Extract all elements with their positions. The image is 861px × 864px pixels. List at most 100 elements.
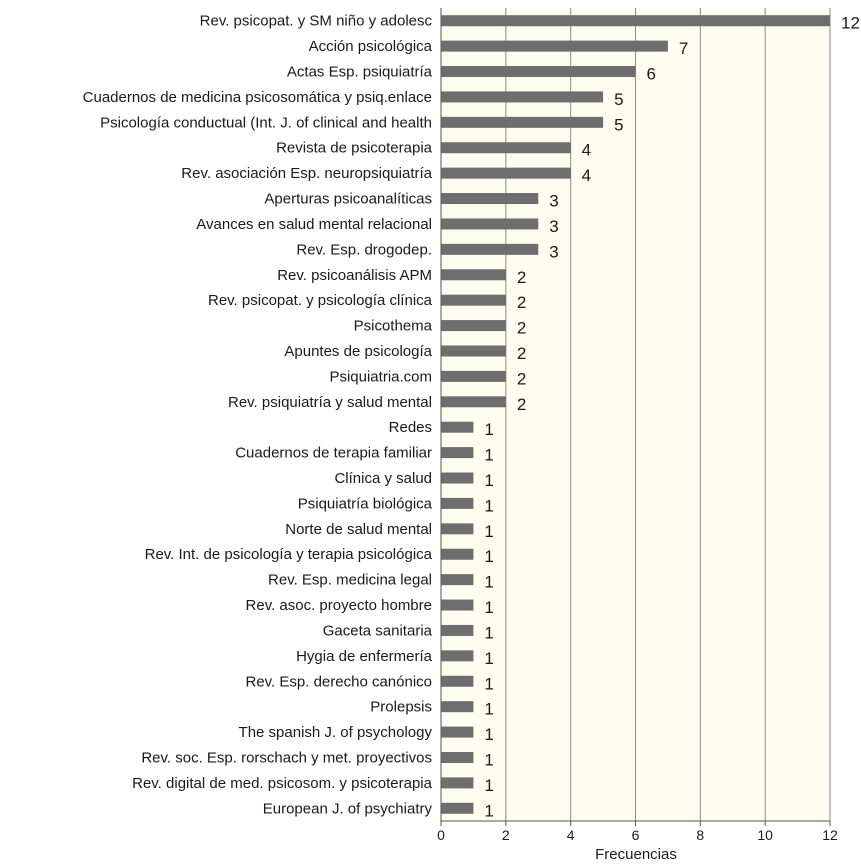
category-label: Rev. digital de med. psicosom. y psicote… (132, 775, 433, 792)
value-label: 5 (614, 115, 623, 134)
value-label: 4 (582, 166, 591, 185)
value-label: 3 (549, 242, 558, 261)
bar (441, 447, 474, 459)
bar (441, 675, 474, 687)
category-label: Gaceta sanitaria (323, 622, 433, 639)
x-tick-label: 8 (696, 827, 704, 843)
bar (441, 599, 474, 611)
bar (441, 345, 506, 357)
category-label: Rev. Esp. derecho canónico (246, 673, 433, 690)
bar (441, 294, 506, 306)
value-label: 2 (517, 293, 526, 312)
bar (441, 40, 668, 52)
value-label: 4 (582, 141, 591, 160)
category-label: Rev. Esp. drogodep. (296, 241, 432, 258)
value-label: 7 (679, 39, 688, 58)
value-label: 1 (484, 573, 493, 592)
category-label: Rev. psicopat. y psicología clínica (208, 292, 433, 309)
category-labels: Rev. psicopat. y SM niño y adolesc Acción… (83, 13, 433, 818)
category-label: Apuntes de psicología (284, 343, 432, 360)
bar (441, 396, 506, 408)
value-label: 1 (484, 649, 493, 668)
bar (441, 66, 636, 78)
category-label: Acción psicológica (309, 38, 433, 55)
value-label: 1 (484, 598, 493, 617)
bar (441, 472, 474, 484)
value-labels: 12 7 6 5 5 4 4 3 3 3 2 2 2 2 2 2 1 1 1 1 1 1 1 1 1 1 1 1 1 1 1 1 (484, 14, 860, 821)
category-label: Aperturas psicoanalíticas (264, 191, 432, 208)
bar (441, 751, 474, 763)
bar (441, 802, 474, 814)
category-label: Rev. asoc. proyecto hombre (246, 597, 432, 614)
category-label: Psiquiatría biológica (298, 495, 433, 512)
category-label: Psicología conductual (Int. J. of clinic… (100, 114, 432, 131)
value-label: 6 (647, 65, 656, 84)
bar (441, 218, 539, 230)
bar (441, 497, 474, 509)
category-label: Norte de salud mental (285, 521, 432, 538)
value-label: 12 (841, 14, 860, 33)
bar (441, 548, 474, 560)
category-label: The spanish J. of psychology (239, 724, 433, 741)
category-label: Rev. psicoanálisis APM (277, 267, 432, 284)
bar (441, 650, 474, 662)
bar (441, 243, 539, 255)
value-label: 1 (484, 420, 493, 439)
value-label: 2 (517, 344, 526, 363)
category-label: Psicothema (354, 318, 433, 335)
x-tick-label: 2 (502, 827, 510, 843)
bar (441, 701, 474, 713)
category-label: Rev. asociación Esp. neuropsiquiatría (181, 165, 432, 182)
category-label: Rev. Esp. medicina legal (268, 572, 432, 589)
value-label: 1 (484, 446, 493, 465)
category-label: Cuadernos de medicina psicosomática y ps… (83, 89, 432, 106)
x-tick-label: 12 (822, 827, 838, 843)
bar (441, 421, 474, 433)
bar (441, 320, 506, 332)
value-label: 2 (517, 369, 526, 388)
x-tick-label: 6 (632, 827, 640, 843)
value-label: 3 (549, 192, 558, 211)
bar (441, 269, 506, 281)
value-label: 1 (484, 725, 493, 744)
bar (441, 193, 539, 205)
bar (441, 624, 474, 636)
category-label: European J. of psychiatry (263, 800, 433, 817)
bar (441, 15, 830, 27)
value-label: 5 (614, 90, 623, 109)
bar (441, 523, 474, 535)
bar (441, 142, 571, 154)
category-label: Clínica y salud (334, 470, 432, 487)
value-label: 2 (517, 395, 526, 414)
value-label: 1 (484, 674, 493, 693)
value-label: 2 (517, 268, 526, 287)
value-label: 1 (484, 471, 493, 490)
category-label: Rev. soc. Esp. rorschach y met. proyecti… (141, 749, 432, 766)
value-label: 1 (484, 750, 493, 769)
category-label: Rev. Int. de psicología y terapia psicol… (145, 546, 433, 563)
category-label: Cuadernos de terapia familiar (235, 445, 432, 462)
value-label: 1 (484, 776, 493, 795)
x-tick-label: 4 (567, 827, 575, 843)
bar (441, 91, 604, 103)
category-label: Redes (389, 419, 432, 436)
x-axis-title: Frecuencias (595, 846, 677, 863)
value-label: 1 (484, 496, 493, 515)
x-tick-label: 0 (437, 827, 445, 843)
category-label: Actas Esp. psiquiatría (287, 64, 433, 81)
value-label: 1 (484, 547, 493, 566)
value-label: 3 (549, 217, 558, 236)
x-tick-label: 10 (757, 827, 773, 843)
bar (441, 726, 474, 738)
value-label: 1 (484, 522, 493, 541)
value-label: 1 (484, 801, 493, 820)
category-label: Avances en salud mental relacional (196, 216, 432, 233)
bar (441, 116, 604, 128)
bar (441, 777, 474, 789)
bar (441, 574, 474, 586)
category-label: Hygia de enfermería (296, 648, 433, 665)
value-label: 1 (484, 623, 493, 642)
category-label: Prolepsis (370, 699, 432, 716)
category-label: Rev. psiquiatría y salud mental (228, 394, 432, 411)
